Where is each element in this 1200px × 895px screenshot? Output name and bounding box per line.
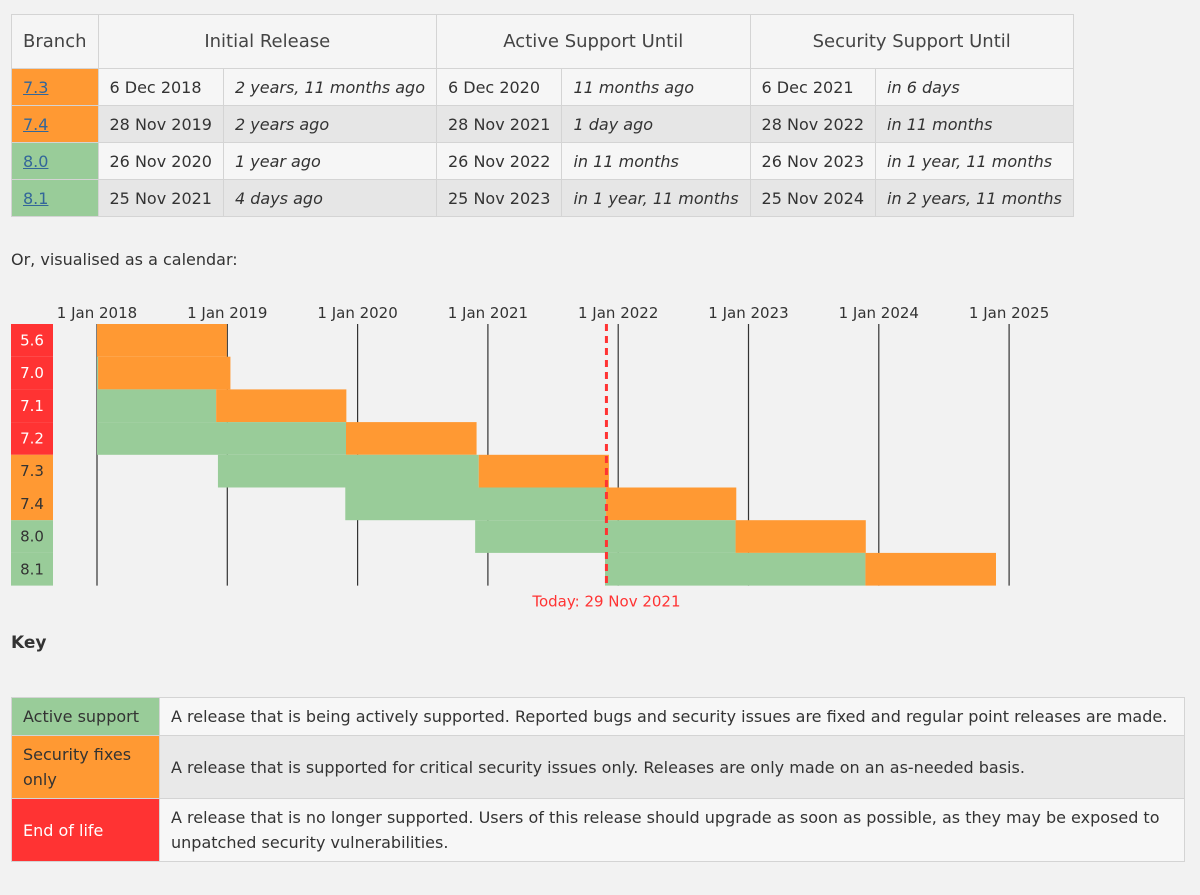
- security-support-relative: in 6 days: [875, 68, 1074, 106]
- today-label: Today: 29 Nov 2021: [531, 593, 680, 611]
- security-support-bar-7.2: [346, 422, 477, 455]
- calendar-today-marker: Today: 29 Nov 2021: [531, 324, 681, 611]
- initial-release-relative: 1 year ago: [222, 142, 438, 180]
- branch-label-bg-8.0: [11, 520, 53, 553]
- key-label-security-fixes: Security fixes only: [11, 735, 160, 799]
- key-row-security-fixes: Security fixes only A release that is su…: [11, 735, 1185, 799]
- table-header-row: Branch Initial Release Active Support Un…: [11, 14, 1074, 69]
- branch-cell: 7.3: [11, 68, 99, 106]
- branch-label-7.4: 7.4: [20, 495, 44, 513]
- branch-label-bg-7.1: [11, 389, 53, 423]
- key-description: A release that is being actively support…: [159, 697, 1185, 736]
- active-support-bar-8.0: [475, 520, 736, 553]
- header-security-support: Security Support Until: [749, 14, 1074, 69]
- header-initial-release: Initial Release: [97, 14, 437, 69]
- calendar-branch-labels: 5.6 7.0 7.1 7.2 7.3 7.4 8.0 8.1: [11, 324, 53, 586]
- initial-release-date: 26 Nov 2020: [97, 142, 224, 180]
- initial-release-date: 6 Dec 2018: [97, 68, 224, 106]
- active-support-bar-7.0: [97, 356, 99, 390]
- active-support-date: 26 Nov 2022: [435, 142, 563, 180]
- calendar-year-axis: 1 Jan 2018 1 Jan 2019 1 Jan 2020 1 Jan 2021…: [57, 304, 1049, 586]
- security-support-bar-7.0: [98, 356, 231, 390]
- security-support-bar-7.4: [606, 487, 737, 521]
- branch-cell: 8.0: [11, 142, 99, 180]
- release-calendar: 1 Jan 2018 1 Jan 2019 1 Jan 2020 1 Jan 2021…: [11, 304, 1049, 611]
- security-support-bar-7.3: [478, 454, 609, 488]
- branch-label-bg-7.0: [11, 356, 53, 390]
- year-label: 1 Jan 2025: [969, 304, 1049, 322]
- supported-versions-table: Branch Initial Release Active Support Un…: [11, 14, 1074, 217]
- initial-release-date: 25 Nov 2021: [97, 179, 224, 217]
- security-support-bar-8.1: [865, 552, 996, 586]
- header-active-support: Active Support Until: [436, 14, 751, 69]
- key-description: A release that is no longer supported. U…: [159, 798, 1185, 862]
- initial-release-relative: 2 years, 11 months ago: [222, 68, 438, 106]
- table-row: 7.3 6 Dec 2018 2 years, 11 months ago 6 …: [11, 68, 1074, 106]
- year-label: 1 Jan 2022: [578, 304, 658, 322]
- active-support-bar-7.2: [97, 422, 347, 455]
- table-row: 8.0 26 Nov 2020 1 year ago 26 Nov 2022 i…: [11, 142, 1074, 180]
- table-row: 7.4 28 Nov 2019 2 years ago 28 Nov 2021 …: [11, 105, 1074, 143]
- active-support-date: 28 Nov 2021: [435, 105, 563, 143]
- year-label: 1 Jan 2024: [839, 304, 919, 322]
- key-description: A release that is supported for critical…: [159, 735, 1185, 799]
- initial-release-relative: 4 days ago: [222, 179, 438, 217]
- key-label-active-support: Active support: [11, 697, 160, 736]
- branch-cell: 7.4: [11, 105, 99, 143]
- security-support-bar-7.1: [216, 389, 347, 423]
- year-label: 1 Jan 2020: [317, 304, 397, 322]
- key-row-end-of-life: End of life A release that is no longer …: [11, 798, 1185, 862]
- active-support-date: 25 Nov 2023: [435, 179, 563, 217]
- header-branch: Branch: [11, 14, 99, 69]
- year-label: 1 Jan 2021: [448, 304, 528, 322]
- branch-label-7.0: 7.0: [20, 364, 44, 382]
- calendar-intro-text: Or, visualised as a calendar:: [11, 250, 238, 269]
- calendar-bars: [97, 324, 996, 586]
- branch-link-8-0[interactable]: 8.0: [23, 151, 49, 171]
- active-support-relative: 1 day ago: [561, 105, 751, 143]
- key-table: Active support A release that is being a…: [11, 697, 1185, 862]
- year-label: 1 Jan 2023: [708, 304, 788, 322]
- security-support-relative: in 1 year, 11 months: [875, 142, 1074, 180]
- year-label: 1 Jan 2018: [57, 304, 137, 322]
- security-support-relative: in 11 months: [875, 105, 1074, 143]
- security-support-date: 26 Nov 2023: [749, 142, 877, 180]
- security-support-relative: in 2 years, 11 months: [875, 179, 1074, 217]
- branch-label-7.2: 7.2: [20, 429, 44, 447]
- branch-link-7-3[interactable]: 7.3: [23, 77, 49, 97]
- branch-label-8.1: 8.1: [20, 560, 44, 578]
- active-support-relative: in 1 year, 11 months: [561, 179, 751, 217]
- initial-release-relative: 2 years ago: [222, 105, 438, 143]
- branch-label-bg-7.2: [11, 422, 53, 455]
- active-support-bar-7.3: [217, 454, 479, 488]
- security-support-date: 25 Nov 2024: [749, 179, 877, 217]
- security-support-bar-5.6: [97, 324, 227, 357]
- table-row: 8.1 25 Nov 2021 4 days ago 25 Nov 2023 i…: [11, 179, 1074, 217]
- branch-label-bg-5.6: [11, 324, 53, 357]
- branch-label-bg-7.4: [11, 487, 53, 521]
- active-support-relative: in 11 months: [561, 142, 751, 180]
- active-support-relative: 11 months ago: [561, 68, 751, 106]
- key-heading: Key: [11, 633, 47, 653]
- branch-label-bg-7.3: [11, 454, 53, 488]
- key-label-end-of-life: End of life: [11, 798, 160, 862]
- security-support-date: 6 Dec 2021: [749, 68, 877, 106]
- branch-label-bg-8.1: [11, 552, 53, 586]
- active-support-date: 6 Dec 2020: [435, 68, 563, 106]
- security-support-date: 28 Nov 2022: [749, 105, 877, 143]
- branch-label-7.3: 7.3: [20, 462, 44, 480]
- branch-label-5.6: 5.6: [20, 331, 44, 349]
- active-support-bar-7.1: [97, 389, 217, 423]
- active-support-bar-8.1: [605, 552, 866, 586]
- branch-cell: 8.1: [11, 179, 99, 217]
- year-label: 1 Jan 2019: [187, 304, 267, 322]
- branch-link-7-4[interactable]: 7.4: [23, 114, 49, 134]
- security-support-bar-8.0: [735, 520, 866, 553]
- branch-label-7.1: 7.1: [20, 397, 44, 415]
- active-support-bar-7.4: [345, 487, 607, 521]
- branch-link-8-1[interactable]: 8.1: [23, 188, 49, 208]
- initial-release-date: 28 Nov 2019: [97, 105, 224, 143]
- key-row-active-support: Active support A release that is being a…: [11, 697, 1185, 736]
- branch-label-8.0: 8.0: [20, 528, 44, 546]
